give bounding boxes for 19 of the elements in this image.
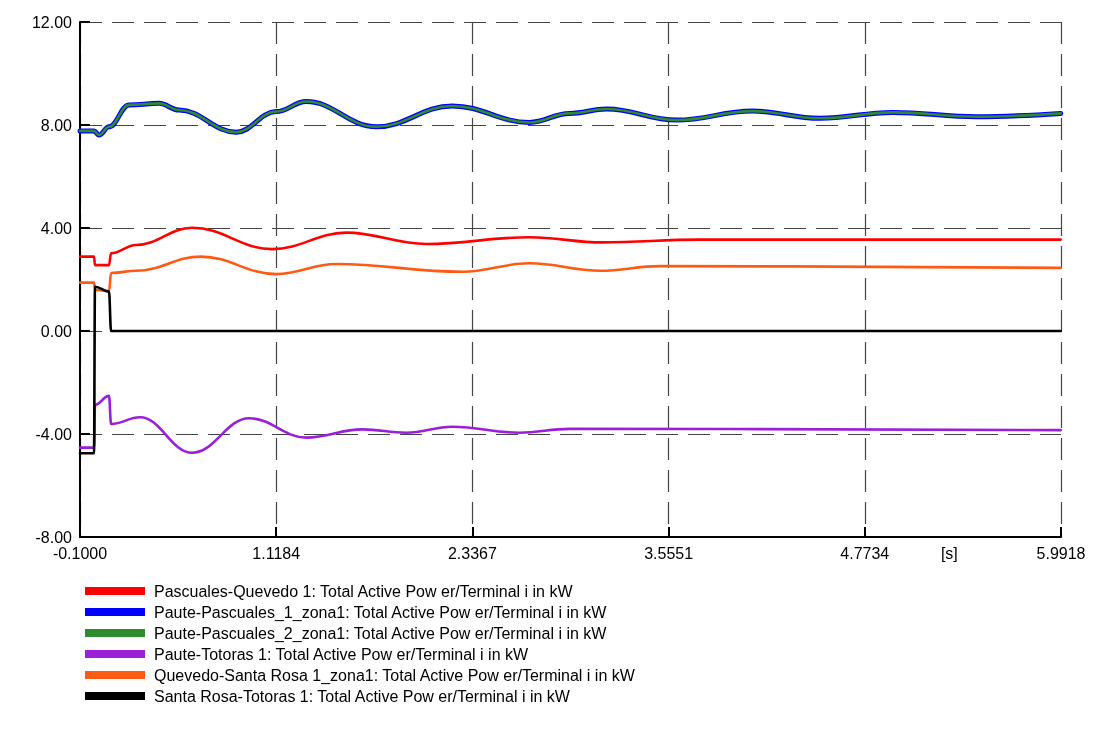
x-tick-label: 1.1184 — [252, 544, 301, 562]
y-tick-label: -8.00 — [35, 528, 73, 546]
y-tick-label: 12.00 — [31, 13, 73, 31]
legend-label: Quevedo-Santa Rosa 1_zona1: Total Active Pow er/Terminal i in kW — [154, 666, 636, 685]
legend-label: Paute-Pascuales_2_zona1: Total Active Pow er/Terminal i in kW — [154, 624, 608, 643]
x-tick-label: 5.9918 — [1036, 544, 1086, 562]
legend-label: Pascuales-Quevedo 1: Total Active Pow er/Terminal i in kW — [154, 582, 574, 600]
y-tick-label: 0.00 — [40, 322, 73, 340]
y-tick-label: 8.00 — [40, 116, 73, 134]
x-axis-title: [s] — [940, 544, 958, 562]
legend-label: Paute-Pascuales_1_zona1: Total Active Pow er/Terminal i in kW — [154, 603, 608, 622]
legend-label: Santa Rosa-Totoras 1: Total Active Pow er/Terminal i in kW — [154, 687, 571, 705]
x-tick-label: 2.3367 — [447, 544, 497, 562]
x-tick-label: 4.7734 — [840, 544, 890, 562]
x-tick-label: 3.5551 — [644, 544, 694, 562]
legend-label: Paute-Totoras 1: Total Active Pow er/Terminal i in kW — [154, 645, 529, 663]
y-tick-label: 4.00 — [40, 219, 73, 237]
y-tick-label: -4.00 — [35, 425, 73, 443]
x-tick-label: -0.1000 — [52, 544, 108, 562]
